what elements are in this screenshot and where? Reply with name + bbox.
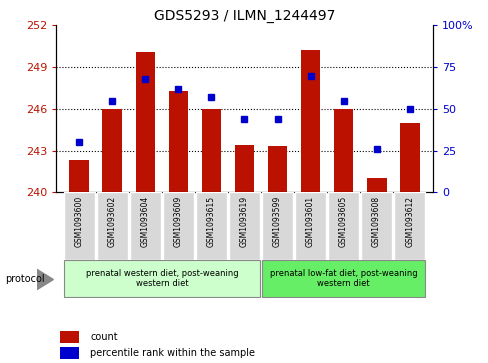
Bar bbox=[361, 192, 391, 260]
Text: GSM1093604: GSM1093604 bbox=[141, 196, 150, 247]
Bar bbox=[399, 123, 419, 192]
Text: GSM1093619: GSM1093619 bbox=[240, 196, 248, 247]
Text: GSM1093605: GSM1093605 bbox=[338, 196, 347, 247]
Bar bbox=[60, 331, 79, 343]
Bar bbox=[69, 160, 89, 192]
Bar bbox=[135, 52, 155, 192]
Bar bbox=[300, 50, 320, 192]
Text: prenatal western diet, post-weaning
western diet: prenatal western diet, post-weaning west… bbox=[85, 269, 238, 288]
Text: percentile rank within the sample: percentile rank within the sample bbox=[90, 348, 255, 358]
Bar bbox=[228, 192, 260, 260]
Bar bbox=[327, 192, 358, 260]
Bar bbox=[63, 260, 260, 297]
Bar bbox=[267, 146, 287, 192]
Text: GSM1093608: GSM1093608 bbox=[371, 196, 380, 247]
Text: GSM1093612: GSM1093612 bbox=[405, 196, 413, 247]
Bar bbox=[366, 179, 386, 192]
Bar bbox=[163, 192, 194, 260]
Bar bbox=[130, 192, 161, 260]
Bar bbox=[262, 192, 292, 260]
FancyArrow shape bbox=[35, 268, 53, 291]
Bar bbox=[393, 192, 424, 260]
Bar bbox=[64, 192, 95, 260]
Text: protocol: protocol bbox=[5, 274, 44, 284]
Bar bbox=[234, 145, 254, 192]
Text: prenatal low-fat diet, post-weaning
western diet: prenatal low-fat diet, post-weaning west… bbox=[269, 269, 417, 288]
Bar bbox=[168, 91, 188, 192]
Text: GSM1093609: GSM1093609 bbox=[174, 196, 183, 247]
Text: GSM1093601: GSM1093601 bbox=[305, 196, 314, 247]
Bar bbox=[333, 109, 353, 192]
Bar bbox=[261, 260, 425, 297]
Text: GSM1093615: GSM1093615 bbox=[206, 196, 216, 247]
Text: GSM1093599: GSM1093599 bbox=[272, 196, 282, 247]
Bar bbox=[196, 192, 226, 260]
Bar bbox=[201, 109, 221, 192]
Bar bbox=[60, 347, 79, 359]
Title: GDS5293 / ILMN_1244497: GDS5293 / ILMN_1244497 bbox=[154, 9, 334, 23]
Bar bbox=[102, 109, 122, 192]
Text: GSM1093602: GSM1093602 bbox=[108, 196, 117, 247]
Bar bbox=[294, 192, 325, 260]
Text: count: count bbox=[90, 332, 118, 342]
Bar bbox=[97, 192, 127, 260]
Text: GSM1093600: GSM1093600 bbox=[75, 196, 83, 247]
